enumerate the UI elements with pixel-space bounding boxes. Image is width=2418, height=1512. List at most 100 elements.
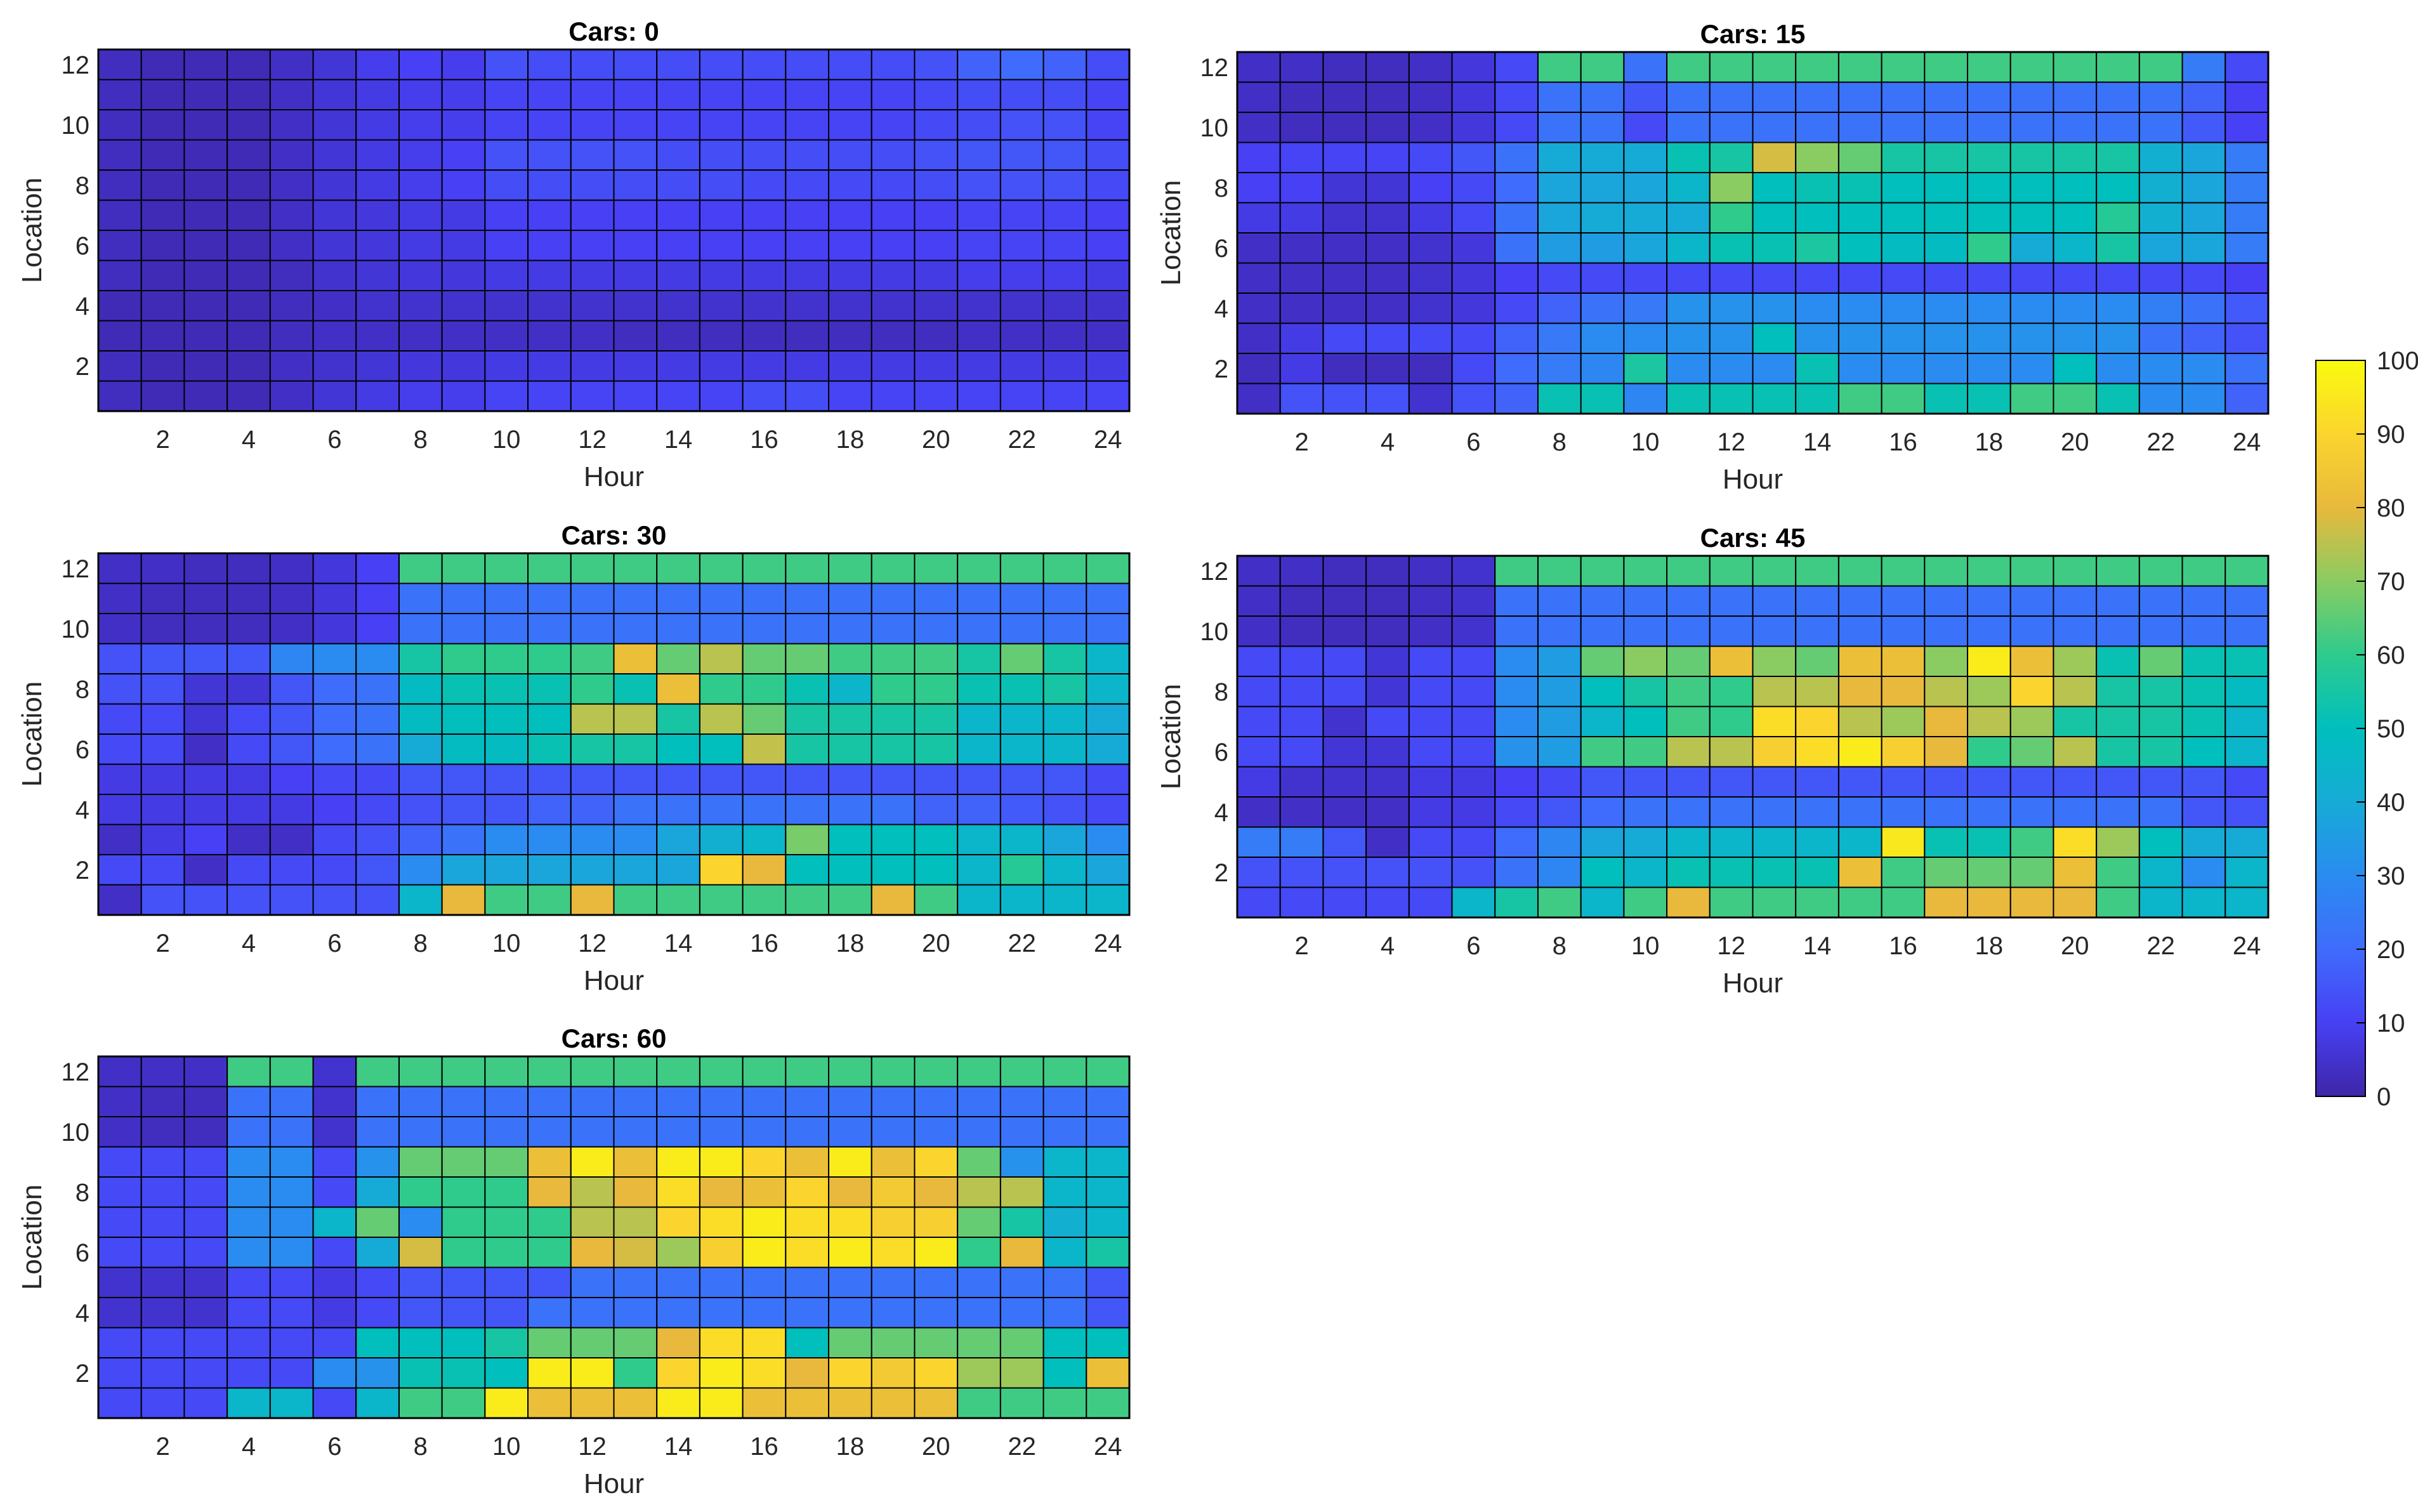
- heatmap-cell: [613, 79, 658, 110]
- heatmap-cell: [1086, 1327, 1131, 1358]
- heatmap-cell: [1837, 676, 1882, 707]
- heatmap-cell: [656, 1297, 700, 1329]
- y-tick-label: 12: [62, 51, 90, 79]
- heatmap-cell: [1365, 172, 1410, 204]
- heatmap-cell: [1279, 766, 1324, 798]
- heatmap-cell: [1795, 353, 1839, 385]
- heatmap-cell: [1042, 169, 1087, 201]
- heatmap-cell: [1795, 262, 1839, 294]
- heatmap-cell: [785, 794, 830, 825]
- heatmap-cell: [828, 824, 872, 855]
- heatmap-cell: [1580, 232, 1625, 264]
- heatmap-cell: [1752, 645, 1797, 677]
- colorbar-tick-label: 30: [2377, 862, 2405, 890]
- heatmap-cell: [441, 1387, 486, 1419]
- heatmap-cell: [1709, 232, 1754, 264]
- heatmap-cell: [2053, 736, 2098, 768]
- heatmap-cell: [656, 1327, 700, 1358]
- heatmap-cell: [441, 169, 486, 201]
- heatmap-cell: [570, 49, 615, 81]
- heatmap-cell: [785, 49, 830, 81]
- heatmap-cell: [398, 582, 443, 614]
- heatmap-cell: [484, 320, 529, 352]
- heatmap-cell: [1322, 645, 1367, 677]
- heatmap-cell: [227, 613, 271, 645]
- heatmap-cell: [742, 1266, 787, 1298]
- heatmap-cell: [1322, 857, 1367, 888]
- heatmap-cell: [2181, 51, 2226, 83]
- heatmap-cell: [742, 199, 787, 231]
- heatmap-cell: [2096, 383, 2140, 414]
- heatmap-cell: [1494, 886, 1539, 918]
- heatmap-cell: [613, 290, 658, 322]
- heatmap-cell: [441, 350, 486, 382]
- heatmap-cell: [828, 1086, 872, 1117]
- heatmap-cell: [1086, 320, 1131, 352]
- heatmap-cell: [1881, 615, 1926, 647]
- heatmap-cell: [1042, 854, 1087, 886]
- x-tick-label: 18: [836, 1433, 865, 1461]
- heatmap-cell: [957, 290, 1001, 322]
- heatmap-cell: [828, 703, 872, 735]
- heatmap-cell: [871, 1056, 916, 1088]
- heatmap-cell: [1451, 796, 1496, 828]
- heatmap-cell: [914, 199, 959, 231]
- heatmap-cell: [269, 199, 314, 231]
- heatmap-cell: [269, 380, 314, 412]
- heatmap-cell: [1537, 886, 1582, 918]
- heatmap-cell: [398, 230, 443, 261]
- heatmap-cell: [871, 49, 916, 81]
- x-tick-label: 20: [2061, 932, 2089, 960]
- heatmap-cell: [699, 109, 744, 141]
- heatmap-cell: [527, 1086, 572, 1117]
- heatmap-cell: [1365, 51, 1410, 83]
- x-tick-label: 16: [750, 426, 779, 454]
- heatmap-cell: [1451, 706, 1496, 737]
- heatmap-cell: [269, 1357, 314, 1389]
- y-tick-label: 8: [1214, 174, 1228, 202]
- x-tick-label: 8: [414, 930, 428, 957]
- heatmap-cell: [871, 260, 916, 291]
- heatmap-cell: [140, 1266, 185, 1298]
- heatmap-cell: [1623, 322, 1668, 354]
- heatmap-cell: [355, 169, 400, 201]
- heatmap-cell: [312, 290, 357, 322]
- heatmap-cell: [183, 1116, 228, 1148]
- heatmap-cell: [2096, 232, 2140, 264]
- heatmap-cell: [871, 230, 916, 261]
- heatmap-cell: [699, 1146, 744, 1178]
- y-tick-label: 4: [76, 1299, 89, 1327]
- heatmap-cell: [2009, 555, 2054, 587]
- heatmap-cell: [1580, 886, 1625, 918]
- heatmap-cell: [1365, 766, 1410, 798]
- heatmap-cell: [1881, 172, 1926, 204]
- heatmap-cell: [570, 1266, 615, 1298]
- heatmap-cell: [441, 613, 486, 645]
- heatmap-cell: [871, 553, 916, 584]
- heatmap-cell: [871, 109, 916, 141]
- heatmap-cell: [1322, 232, 1367, 264]
- heatmap-cell: [1279, 615, 1324, 647]
- heatmap-cell: [2053, 676, 2098, 707]
- heatmap-cell: [183, 1297, 228, 1329]
- heatmap-cell: [1279, 172, 1324, 204]
- x-tick-label: 2: [155, 930, 169, 957]
- heatmap-cell: [828, 139, 872, 171]
- heatmap-cell: [1451, 555, 1496, 587]
- heatmap-cell: [2224, 826, 2270, 858]
- heatmap-cell: [699, 1266, 744, 1298]
- heatmap-cell: [2181, 112, 2226, 143]
- heatmap-cell: [1086, 1146, 1131, 1178]
- heatmap-cell: [441, 763, 486, 795]
- heatmap-cell: [2096, 645, 2140, 677]
- heatmap-cell: [398, 643, 443, 674]
- heatmap-cell: [570, 1086, 615, 1117]
- heatmap-cell: [828, 1206, 872, 1238]
- heatmap-cell: [355, 824, 400, 855]
- heatmap-cell: [1408, 615, 1453, 647]
- heatmap-cell: [570, 1206, 615, 1238]
- heatmap-cell: [1623, 555, 1668, 587]
- heatmap-cell: [398, 1357, 443, 1389]
- heatmap-cell: [1322, 615, 1367, 647]
- heatmap-cell: [613, 884, 658, 916]
